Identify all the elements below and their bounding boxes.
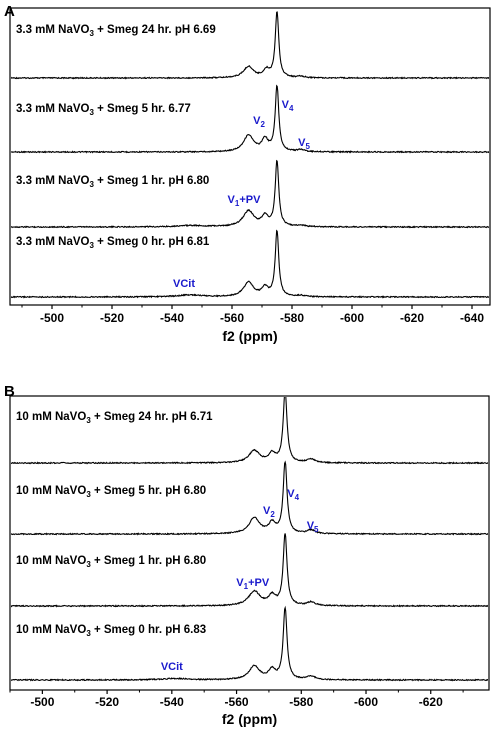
spectrum-trace: [11, 533, 488, 608]
trace-label-conc: 3.3 mM NaVO: [16, 175, 90, 187]
x-axis-title: f2 (ppm): [222, 711, 277, 727]
spectrum-trace: [11, 460, 488, 536]
x-tick-label: -540: [160, 311, 184, 325]
trace-label: 10 mM NaVO3 + Smeg 5 hr. pH 6.80: [16, 485, 206, 499]
peak-annotation: V2: [263, 505, 275, 519]
x-tick-label: -640: [460, 311, 484, 325]
trace-label-conc: 10 mM NaVO: [16, 411, 86, 423]
peak-annotation: V5: [307, 520, 319, 534]
x-tick-label: -500: [30, 695, 54, 709]
trace-label: 10 mM NaVO3 + Smeg 1 hr. pH 6.80: [16, 555, 206, 569]
x-tick-label: -520: [100, 311, 124, 325]
x-tick-label: -500: [40, 311, 64, 325]
panel-label: B: [4, 383, 15, 400]
peak-annotation: V4: [287, 488, 299, 502]
peak-annotation: VCit: [173, 278, 195, 290]
x-tick-label: -580: [289, 695, 313, 709]
x-tick-label: -600: [354, 695, 378, 709]
trace-label-sub: 3: [86, 629, 91, 638]
spectrum-trace: [11, 397, 488, 465]
trace-label-conc: 10 mM NaVO: [16, 485, 86, 497]
x-tick-label: -600: [340, 311, 364, 325]
traces: [11, 11, 489, 299]
peak-annotation: V5: [298, 137, 310, 151]
trace-label: 3.3 mM NaVO3 + Smeg 5 hr. 6.77: [16, 103, 191, 117]
trace-label: 10 mM NaVO3 + Smeg 0 hr. pH 6.83: [16, 624, 206, 638]
trace-label-sub: 3: [86, 416, 91, 425]
trace-label-rest: + Smeg 0 hr. pH 6.81: [94, 236, 210, 248]
x-axis-title: f2 (ppm): [222, 328, 277, 344]
peak-annotation: VCit: [161, 661, 183, 673]
trace-label-rest: + Smeg 5 hr. pH 6.80: [91, 485, 206, 497]
trace-label-rest: + Smeg 0 hr. pH 6.83: [91, 624, 206, 636]
trace-label-rest: + Smeg 1 hr. pH 6.80: [91, 555, 206, 567]
peak-annotation: V4: [282, 99, 294, 113]
x-tick-label: -540: [160, 695, 184, 709]
spectrum-trace: [11, 84, 489, 154]
trace-label-sub: 3: [86, 490, 91, 499]
trace-label-conc: 10 mM NaVO: [16, 555, 86, 567]
plot-frame: [9, 395, 490, 691]
trace-label-sub: 3: [90, 108, 95, 117]
trace-label-rest: + Smeg 1 hr. pH 6.80: [94, 175, 209, 187]
trace-label-sub: 3: [86, 560, 91, 569]
trace-label: 3.3 mM NaVO3 + Smeg 24 hr. pH 6.69: [16, 24, 216, 38]
x-tick-label: -560: [220, 311, 244, 325]
trace-label: 10 mM NaVO3 + Smeg 24 hr. pH 6.71: [16, 411, 213, 425]
trace-label-sub: 3: [90, 180, 95, 189]
spectrum-trace: [11, 229, 489, 299]
trace-label-rest: + Smeg 24 hr. pH 6.71: [91, 411, 213, 423]
trace-label-rest: + Smeg 24 hr. pH 6.69: [94, 24, 216, 36]
x-tick-label: -560: [225, 695, 249, 709]
traces: [11, 397, 488, 682]
peak-annotation: V2: [253, 115, 265, 129]
x-tick-label: -520: [95, 695, 119, 709]
trace-label-conc: 3.3 mM NaVO: [16, 103, 90, 115]
peak-annotation: V1+PV: [228, 194, 262, 208]
plot-frame: [9, 7, 491, 306]
trace-label-conc: 10 mM NaVO: [16, 624, 86, 636]
trace-label-conc: 3.3 mM NaVO: [16, 236, 90, 248]
x-tick-label: -620: [419, 695, 443, 709]
peak-annotation: V1+PV: [236, 577, 270, 591]
trace-label-rest: + Smeg 5 hr. 6.77: [94, 103, 191, 115]
x-tick-label: -580: [280, 311, 304, 325]
trace-label-conc: 3.3 mM NaVO: [16, 24, 90, 36]
x-tick-label: -620: [400, 311, 424, 325]
spectrum-trace: [11, 11, 489, 80]
trace-label: 3.3 mM NaVO3 + Smeg 0 hr. pH 6.81: [16, 236, 210, 250]
spectrum-trace: [11, 605, 488, 682]
trace-label-sub: 3: [90, 241, 95, 250]
panel-a: A3.3 mM NaVO3 + Smeg 24 hr. pH 6.693.3 m…: [4, 3, 491, 344]
trace-label: 3.3 mM NaVO3 + Smeg 1 hr. pH 6.80: [16, 175, 209, 189]
trace-label-sub: 3: [90, 29, 95, 38]
spectrum-trace: [11, 159, 489, 229]
